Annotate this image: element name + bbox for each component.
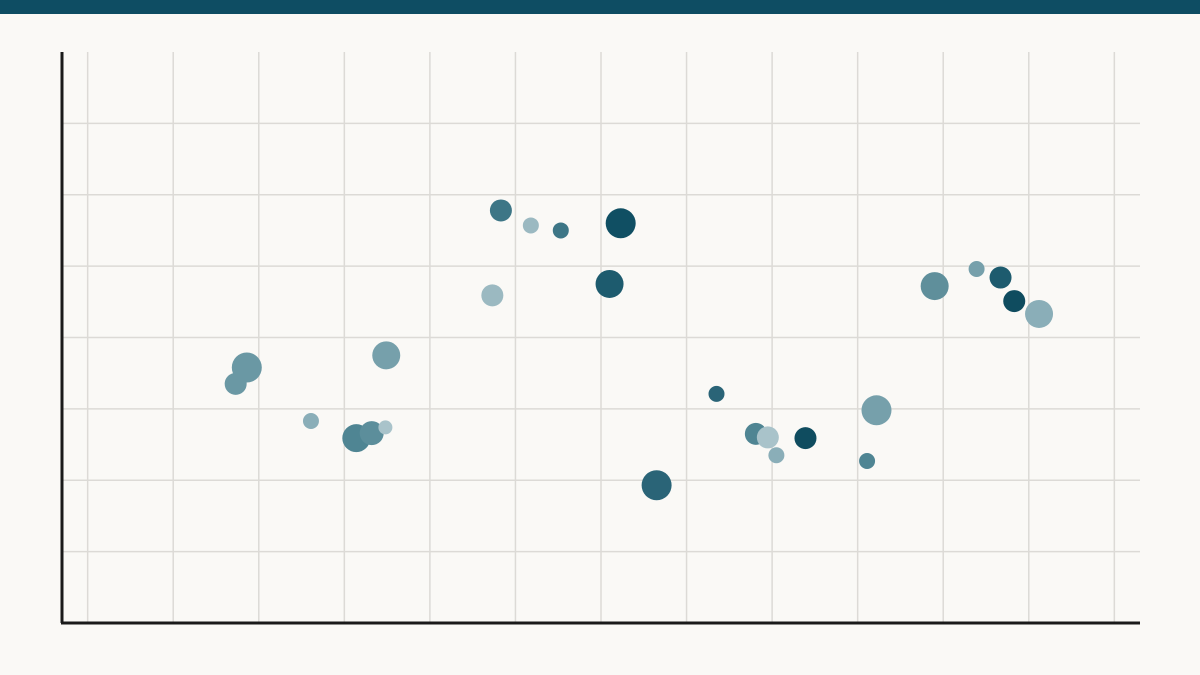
bubble — [372, 341, 401, 370]
grid — [62, 52, 1140, 623]
bubble — [968, 260, 985, 277]
bubble — [859, 452, 876, 469]
points — [224, 199, 1054, 501]
bubble — [1025, 299, 1054, 328]
bubble — [861, 395, 892, 426]
bubble — [768, 447, 785, 464]
bubble — [595, 269, 624, 298]
bubble — [756, 426, 779, 449]
bubble — [231, 352, 262, 383]
bubble — [359, 421, 384, 446]
bubble — [1003, 290, 1026, 313]
bubble — [378, 420, 393, 435]
bubble — [489, 199, 512, 222]
bubble — [481, 284, 504, 307]
bubble — [302, 413, 319, 430]
bubble — [605, 208, 636, 239]
bubble — [552, 222, 569, 239]
bubble — [794, 427, 817, 450]
bubble — [641, 470, 672, 501]
top-bar — [0, 0, 1200, 14]
bubble — [989, 266, 1012, 289]
bubble — [522, 217, 539, 234]
bubble — [708, 385, 725, 402]
bubble — [920, 272, 949, 301]
